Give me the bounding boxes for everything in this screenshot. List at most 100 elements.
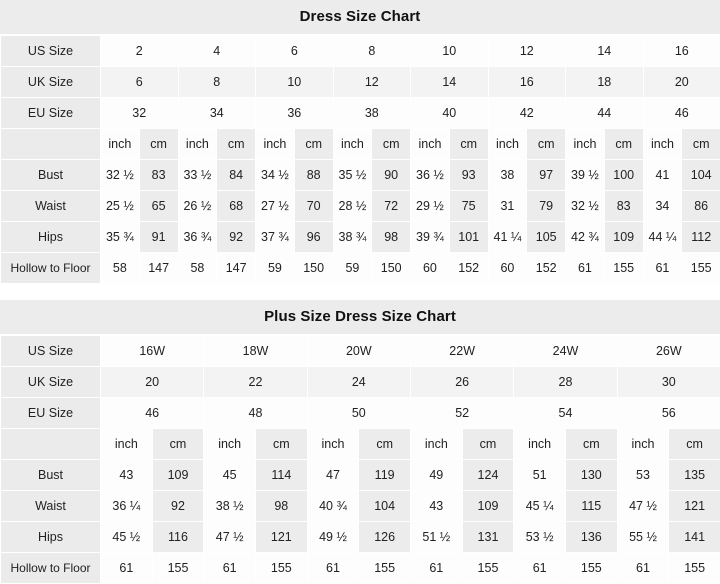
unit-header-cm: cm <box>462 429 514 460</box>
measure-cell: 61 <box>204 553 256 584</box>
measure-cell: 147 <box>139 253 178 284</box>
measure-cell: 61 <box>617 553 669 584</box>
measure-cell: 38 ½ <box>204 491 256 522</box>
row-label-waist: Waist <box>1 191 101 222</box>
measure-cell: 35 ¾ <box>101 222 140 253</box>
unit-header-cm: cm <box>527 129 566 160</box>
size-cell: 28 <box>514 367 617 398</box>
unit-header-inch: inch <box>101 129 140 160</box>
size-cell: 2 <box>101 36 179 67</box>
measure-cell: 126 <box>359 522 411 553</box>
size-cell: 20W <box>307 336 410 367</box>
unit-header-inch: inch <box>488 129 527 160</box>
unit-header-inch: inch <box>178 129 217 160</box>
measure-cell: 47 ½ <box>617 491 669 522</box>
size-cell: 24W <box>514 336 617 367</box>
measure-cell: 47 ½ <box>204 522 256 553</box>
measure-cell: 155 <box>565 553 617 584</box>
measure-cell: 42 ¾ <box>566 222 605 253</box>
size-cell: 20 <box>643 67 720 98</box>
measure-cell: 115 <box>565 491 617 522</box>
measure-cell: 32 ½ <box>566 191 605 222</box>
measure-cell: 44 ¼ <box>643 222 682 253</box>
measure-cell: 130 <box>565 460 617 491</box>
measure-cell: 124 <box>462 460 514 491</box>
row-label-waist: Waist <box>1 491 101 522</box>
row-label-eu-size: EU Size <box>1 398 101 429</box>
row-label-eu-size: EU Size <box>1 98 101 129</box>
size-cell: 40 <box>411 98 489 129</box>
measure-cell: 45 ¼ <box>514 491 566 522</box>
measure-cell: 32 ½ <box>101 160 140 191</box>
size-cell: 44 <box>566 98 644 129</box>
measure-cell: 88 <box>294 160 333 191</box>
measure-cell: 43 <box>410 491 462 522</box>
measure-cell: 75 <box>449 191 488 222</box>
measure-cell: 37 ¾ <box>256 222 295 253</box>
measure-cell: 152 <box>527 253 566 284</box>
size-cell: 18W <box>204 336 307 367</box>
unit-header-inch: inch <box>410 429 462 460</box>
measure-cell: 59 <box>333 253 372 284</box>
measure-cell: 25 ½ <box>101 191 140 222</box>
measure-cell: 41 ¼ <box>488 222 527 253</box>
measure-cell: 34 <box>643 191 682 222</box>
measure-cell: 70 <box>294 191 333 222</box>
measure-cell: 58 <box>178 253 217 284</box>
measure-cell: 36 ¾ <box>178 222 217 253</box>
measure-cell: 155 <box>604 253 643 284</box>
size-cell: 30 <box>617 367 720 398</box>
measure-cell: 39 ½ <box>566 160 605 191</box>
size-cell: 32 <box>101 98 179 129</box>
size-cell: 48 <box>204 398 307 429</box>
unit-header-inch: inch <box>514 429 566 460</box>
measure-cell: 109 <box>152 460 204 491</box>
unit-header-cm: cm <box>372 129 411 160</box>
size-cell: 10 <box>256 67 334 98</box>
size-cell: 56 <box>617 398 720 429</box>
row-label-uk-size: UK Size <box>1 67 101 98</box>
measure-cell: 84 <box>217 160 256 191</box>
measure-cell: 112 <box>682 222 720 253</box>
measure-cell: 61 <box>307 553 359 584</box>
measure-cell: 155 <box>669 553 720 584</box>
measure-cell: 60 <box>488 253 527 284</box>
measure-cell: 35 ½ <box>333 160 372 191</box>
measure-cell: 51 <box>514 460 566 491</box>
measure-cell: 79 <box>527 191 566 222</box>
unit-header-cm: cm <box>449 129 488 160</box>
size-cell: 18 <box>566 67 644 98</box>
size-cell: 20 <box>101 367 204 398</box>
size-cell: 26W <box>617 336 720 367</box>
measure-cell: 43 <box>101 460 153 491</box>
measure-cell: 155 <box>255 553 307 584</box>
measure-cell: 61 <box>643 253 682 284</box>
unit-header-inch: inch <box>204 429 256 460</box>
measure-cell: 92 <box>152 491 204 522</box>
measure-cell: 90 <box>372 160 411 191</box>
measure-cell: 109 <box>604 222 643 253</box>
measure-cell: 47 <box>307 460 359 491</box>
measure-cell: 155 <box>359 553 411 584</box>
measure-cell: 72 <box>372 191 411 222</box>
size-cell: 4 <box>178 36 256 67</box>
measure-cell: 61 <box>101 553 153 584</box>
measure-cell: 36 ¼ <box>101 491 153 522</box>
chart-separator <box>0 284 720 300</box>
measure-cell: 60 <box>411 253 450 284</box>
measure-cell: 141 <box>669 522 720 553</box>
measure-cell: 55 ½ <box>617 522 669 553</box>
measure-cell: 49 ½ <box>307 522 359 553</box>
row-label-bust: Bust <box>1 460 101 491</box>
size-cell: 26 <box>410 367 513 398</box>
row-label-hips: Hips <box>1 522 101 553</box>
measure-cell: 68 <box>217 191 256 222</box>
size-cell: 12 <box>488 36 566 67</box>
